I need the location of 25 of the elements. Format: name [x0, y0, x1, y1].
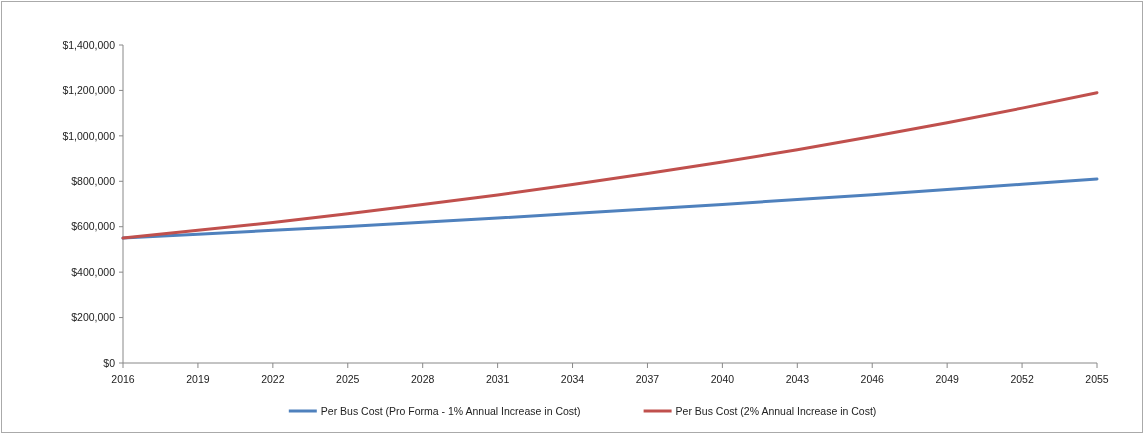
x-tick-label: 2046 [860, 373, 885, 385]
y-tick-label: $600,000 [71, 220, 116, 233]
x-tick-label: 2031 [485, 373, 510, 385]
x-tick-label: 2028 [411, 373, 435, 385]
x-tick-label: 2022 [261, 373, 285, 385]
x-tick-label: 2025 [336, 373, 360, 385]
line-series [121, 91, 1099, 240]
y-tick-label: $200,000 [71, 311, 116, 324]
y-tick-label: $0 [103, 356, 116, 369]
x-tick-label: 2034 [560, 373, 585, 385]
legend-label: Per Bus Cost (Pro Forma - 1% Annual Increase in Cost) [320, 405, 581, 417]
y-tick-label: $1,000,000 [62, 129, 116, 142]
x-tick-label: 2049 [935, 373, 959, 385]
x-tick-label: 2043 [785, 373, 810, 385]
y-tick-label: $400,000 [71, 265, 116, 278]
x-tick-label: 2019 [186, 373, 210, 385]
legend-label: Per Bus Cost (2% Annual Increase in Cost) [675, 405, 877, 417]
x-tick-label: 2055 [1085, 373, 1109, 385]
x-tick-label: 2037 [635, 373, 660, 385]
y-tick-label: $1,400,000 [62, 38, 116, 51]
x-tick-label: 2052 [1010, 373, 1034, 385]
y-tick-label: $800,000 [71, 174, 116, 187]
y-tick-label: $1,200,000 [62, 84, 116, 97]
x-tick-label: 2040 [710, 373, 735, 385]
x-tick-label: 2016 [111, 373, 135, 385]
